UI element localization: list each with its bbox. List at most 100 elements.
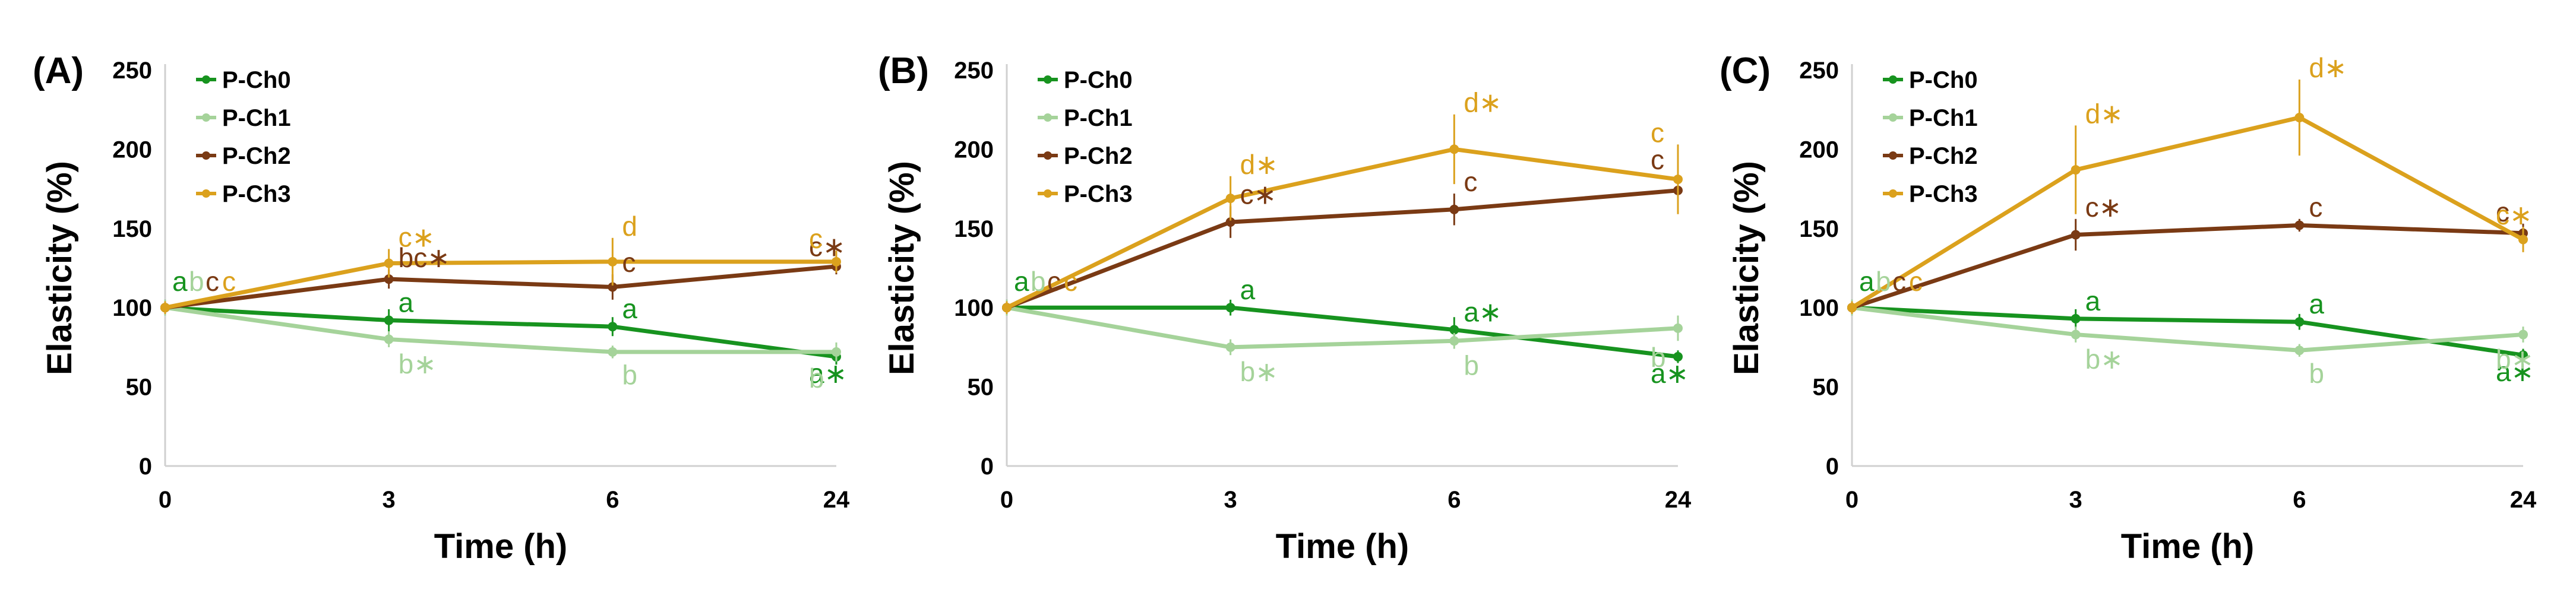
y-tick-label: 200 (112, 137, 152, 163)
legend-label: P-Ch0 (222, 67, 291, 93)
legend-label: P-Ch0 (1064, 67, 1133, 93)
significance-label: d∗ (2085, 98, 2123, 129)
chart-panel-2: (B) 0 50 100 150 200 250 0 3 6 24 Time (h) Elasticit… (878, 50, 1692, 566)
panel-label: (C) (1720, 50, 1771, 91)
data-point (1847, 303, 1857, 313)
series-line-p-ch1 (1851, 305, 2524, 353)
significance-label: b (1464, 350, 1479, 381)
series-line-p-ch2 (1006, 188, 1679, 310)
significance-label: a∗ (1464, 297, 1502, 328)
significance-label: c (1047, 266, 1061, 297)
data-point (608, 347, 618, 357)
chart-panel-1: (A) 0 50 100 150 200 250 0 3 6 24 Time (h) Elasticit… (33, 50, 850, 566)
data-point (608, 256, 618, 267)
significance-label: c∗ (809, 231, 846, 262)
data-point (608, 282, 618, 292)
significance-label: c∗ (399, 221, 435, 252)
data-point (384, 334, 394, 344)
data-point (1673, 351, 1683, 362)
x-tick-label: 24 (2510, 487, 2537, 513)
significance-label: c∗ (1240, 179, 1277, 210)
data-point (1449, 325, 1459, 335)
significance-label: a (1014, 266, 1029, 297)
y-tick-label: 200 (954, 137, 994, 163)
data-point (1673, 323, 1683, 333)
x-tick-label: 0 (1845, 487, 1858, 513)
x-axis-title: Time (h) (1276, 527, 1409, 566)
data-point (1449, 144, 1459, 154)
data-point (384, 315, 394, 325)
legend-marker (1889, 151, 1897, 160)
y-tick-label: 200 (1799, 137, 1839, 163)
significance-label: b∗ (399, 348, 437, 379)
significance-label: b (1031, 266, 1046, 297)
legend-label: P-Ch1 (1064, 105, 1133, 131)
legend-label: P-Ch3 (222, 181, 291, 207)
significance-label: d∗ (1464, 87, 1502, 118)
series-line-p-ch0 (165, 305, 837, 359)
data-point (1225, 217, 1235, 227)
significance-label: c (1909, 266, 1923, 297)
legend-label: P-Ch3 (1909, 181, 1978, 207)
significance-label: c (622, 247, 636, 278)
significance-label: a∗ (2496, 356, 2534, 387)
legend-marker (202, 113, 210, 122)
data-point (2518, 350, 2528, 360)
significance-label: b (1651, 342, 1666, 373)
data-point (2071, 329, 2081, 340)
y-tick-label: 100 (1799, 295, 1839, 321)
data-point (2518, 234, 2528, 245)
y-tick-label: 250 (1799, 58, 1839, 84)
legend-label: P-Ch0 (1909, 67, 1978, 93)
legend-marker (1044, 151, 1052, 160)
data-point (1225, 194, 1235, 204)
series-line-p-ch3 (1851, 115, 2524, 310)
significance-label: c (1464, 166, 1477, 197)
y-tick-label: 250 (954, 58, 994, 84)
series-line-p-ch0 (1007, 305, 1679, 359)
legend-label: P-Ch3 (1064, 181, 1133, 207)
x-tick-label: 3 (1224, 487, 1237, 513)
x-tick-label: 6 (2293, 487, 2306, 513)
y-tick-label: 100 (112, 295, 152, 321)
data-point (1002, 303, 1012, 313)
y-tick-label: 150 (954, 216, 994, 242)
data-point (608, 322, 618, 332)
data-point (1673, 175, 1683, 185)
y-tick-label: 0 (981, 454, 994, 480)
x-tick-label: 0 (159, 487, 172, 513)
data-point (2518, 329, 2528, 340)
x-tick-label: 24 (823, 487, 850, 513)
y-tick-label: 150 (112, 216, 152, 242)
significance-label: a (2085, 286, 2101, 316)
data-point (2294, 220, 2305, 230)
panel-label: (A) (33, 50, 84, 91)
x-tick-label: 24 (1665, 487, 1692, 513)
legend-marker (1044, 189, 1052, 198)
significance-label: c (1064, 266, 1077, 297)
legend-marker (1889, 75, 1897, 84)
data-point (2071, 313, 2081, 324)
significance-label: a (1240, 274, 1256, 305)
y-axis-title: Elasticity (%) (883, 161, 921, 375)
significance-label: b∗ (2496, 344, 2534, 375)
data-point (2294, 317, 2305, 327)
significance-label: b (2309, 358, 2324, 389)
data-point (1225, 342, 1235, 352)
x-tick-label: 6 (606, 487, 619, 513)
series-line-p-ch3 (165, 259, 836, 310)
data-point (2071, 230, 2081, 240)
x-axis-title: Time (h) (434, 527, 568, 566)
y-tick-label: 50 (1813, 375, 1839, 401)
data-point (2294, 345, 2305, 356)
legend-marker (1889, 189, 1897, 198)
significance-label: c (206, 266, 219, 297)
x-tick-label: 6 (1447, 487, 1461, 513)
significance-label: b (809, 363, 824, 394)
y-tick-label: 100 (954, 295, 994, 321)
y-tick-label: 50 (968, 375, 994, 401)
y-axis-title: Elasticity (%) (40, 161, 79, 375)
series-line-p-ch3 (1006, 147, 1679, 310)
significance-label: c (1651, 117, 1664, 148)
